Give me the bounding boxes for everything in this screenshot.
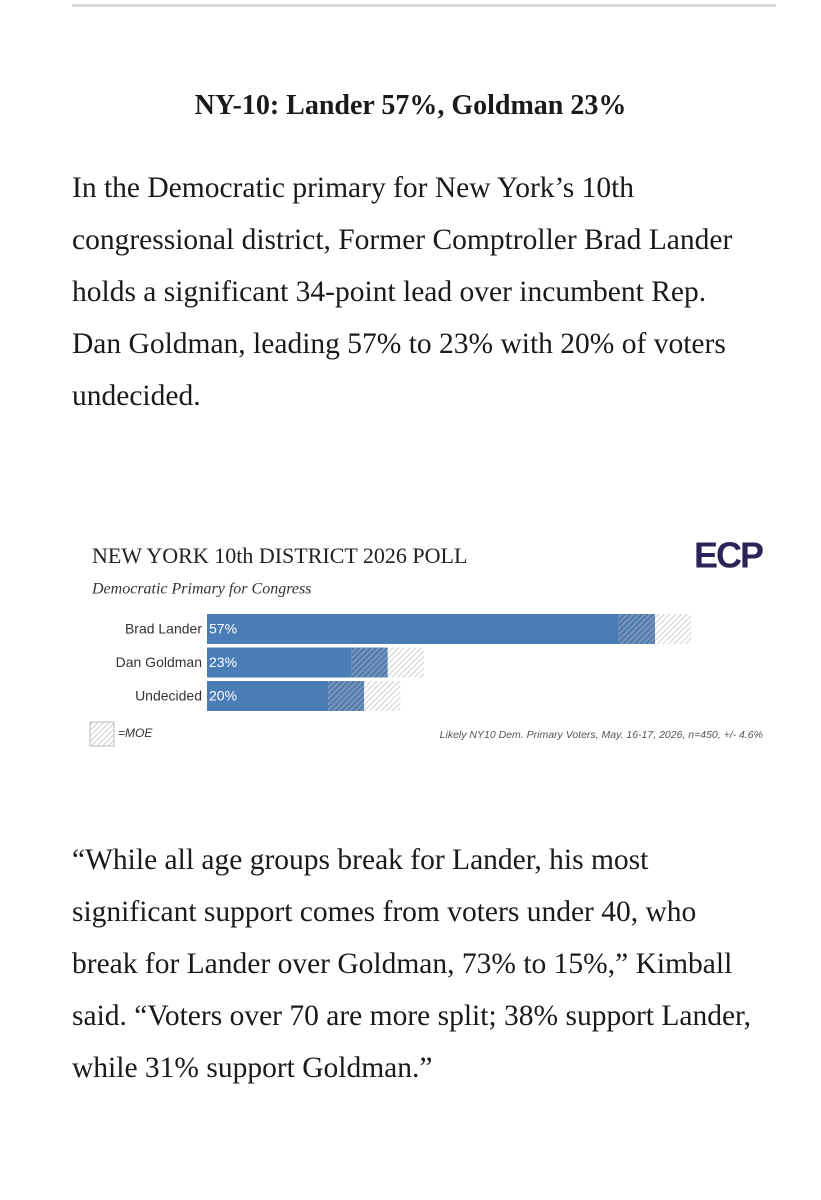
value-label: 23% (209, 654, 237, 670)
chart-note: Likely NY10 Dem. Primary Voters, May. 16… (440, 729, 763, 741)
moe-lower (351, 647, 388, 678)
article-paragraph: “While all age groups break for Lander, … (72, 844, 752, 1084)
chart-title: NEW YORK 10th DISTRICT 2026 POLL (92, 543, 467, 568)
value-label: 20% (209, 688, 237, 704)
legend-label: =MOE (118, 726, 153, 740)
moe-upper (387, 647, 424, 678)
bar (207, 681, 329, 711)
category-label: Dan Goldman (116, 654, 202, 670)
chart-subtitle: Democratic Primary for Congress (91, 581, 311, 598)
category-label: Brad Lander (125, 621, 202, 637)
value-label: 57% (209, 621, 237, 637)
chart: NEW YORK 10th DISTRICT 2026 POLL Democra… (89, 535, 765, 747)
category-label: Undecided (135, 688, 202, 704)
bar (207, 614, 619, 644)
moe-upper (655, 614, 692, 644)
article-paragraph: In the Democratic primary for New York’s… (72, 172, 733, 412)
article-heading: NY-10: Lander 57%, Goldman 23% (194, 90, 627, 121)
bar (207, 647, 352, 678)
top-rule (72, 4, 776, 7)
moe-lower (328, 681, 365, 711)
logo: ECP (694, 535, 763, 576)
legend-swatch (89, 721, 115, 747)
moe-lower (618, 614, 656, 644)
moe-upper (364, 681, 401, 711)
